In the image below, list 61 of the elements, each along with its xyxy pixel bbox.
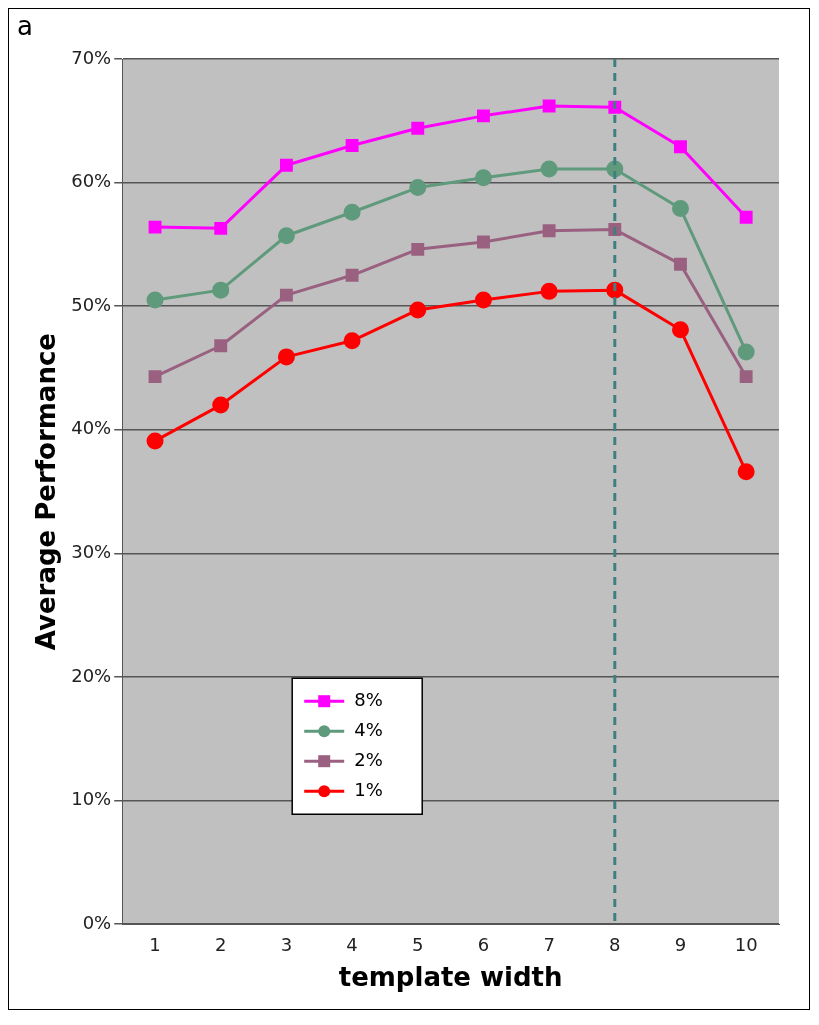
point xyxy=(212,396,230,414)
legend-label: 1% xyxy=(354,778,383,800)
point xyxy=(540,160,558,178)
point xyxy=(739,210,753,224)
y-tick-label: 0% xyxy=(82,911,112,933)
x-tick-label: 4 xyxy=(346,933,358,955)
x-tick-label: 3 xyxy=(280,933,293,955)
y-tick-label: 30% xyxy=(71,541,112,563)
point xyxy=(542,99,556,113)
point xyxy=(542,224,556,238)
point xyxy=(279,288,293,302)
x-tick-label: 6 xyxy=(477,933,490,955)
point xyxy=(212,281,230,299)
legend-label: 8% xyxy=(354,688,383,710)
point xyxy=(277,227,295,245)
y-tick-label: 60% xyxy=(71,170,112,192)
point xyxy=(474,169,492,187)
y-tick-label: 70% xyxy=(71,46,112,68)
x-tick-label: 2 xyxy=(215,933,227,955)
x-tick-label: 8 xyxy=(609,933,621,955)
point xyxy=(148,370,162,384)
legend-label: 4% xyxy=(354,718,383,740)
point xyxy=(345,268,359,282)
point xyxy=(671,200,689,218)
y-tick-label: 40% xyxy=(71,417,112,439)
point xyxy=(737,343,755,361)
point xyxy=(674,140,687,154)
point xyxy=(409,179,427,197)
y-axis-title: Average Performance xyxy=(31,333,62,651)
point xyxy=(343,203,361,221)
x-axis-title: template width xyxy=(338,962,563,993)
point xyxy=(476,109,490,123)
point xyxy=(343,332,361,350)
point xyxy=(345,139,359,152)
y-tick-label: 20% xyxy=(71,664,112,686)
point xyxy=(739,370,753,384)
x-tick-label: 5 xyxy=(412,933,424,955)
point xyxy=(540,282,558,300)
point xyxy=(146,432,164,450)
point xyxy=(279,158,293,172)
point xyxy=(148,220,162,234)
point xyxy=(214,339,228,353)
y-tick-label: 50% xyxy=(71,293,112,315)
point xyxy=(737,463,755,481)
point xyxy=(411,121,425,135)
y-tick-label: 10% xyxy=(71,788,112,810)
x-tick-label: 1 xyxy=(149,933,161,955)
point xyxy=(409,301,427,319)
point xyxy=(277,348,295,366)
legend-label: 2% xyxy=(354,748,383,770)
x-tick-label: 7 xyxy=(543,933,555,955)
x-tick-label: 10 xyxy=(734,933,758,955)
x-tick-label: 9 xyxy=(674,933,687,955)
point xyxy=(671,321,689,339)
point xyxy=(146,291,164,309)
point xyxy=(674,257,687,271)
point xyxy=(214,221,228,235)
point xyxy=(476,235,490,249)
point xyxy=(474,291,492,309)
text: a xyxy=(17,10,33,41)
point xyxy=(411,242,425,256)
